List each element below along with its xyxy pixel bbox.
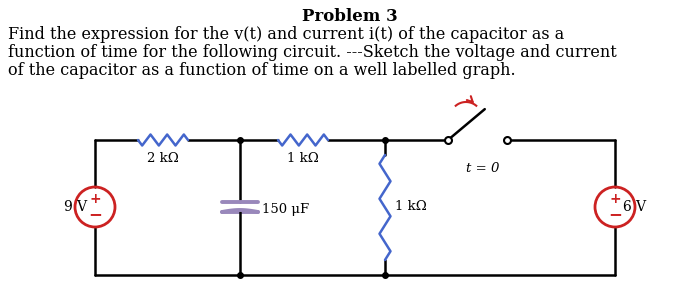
Text: −: −: [608, 205, 622, 223]
Text: 1 kΩ: 1 kΩ: [395, 201, 427, 214]
Text: 2 kΩ: 2 kΩ: [147, 152, 179, 165]
Text: 9 V: 9 V: [64, 200, 87, 214]
Text: +: +: [609, 192, 621, 206]
Text: of the capacitor as a function of time on a well labelled graph.: of the capacitor as a function of time o…: [8, 62, 516, 79]
Text: t = 0: t = 0: [466, 162, 499, 175]
Text: function of time for the following circuit. ---Sketch the voltage and current: function of time for the following circu…: [8, 44, 617, 61]
Text: Problem 3: Problem 3: [302, 8, 398, 25]
Text: 6 V: 6 V: [623, 200, 646, 214]
Text: 1 kΩ: 1 kΩ: [287, 152, 319, 165]
Text: −: −: [88, 205, 102, 223]
Text: +: +: [89, 192, 101, 206]
Text: 150 μF: 150 μF: [262, 203, 309, 216]
Text: Find the expression for the v(t) and current i(t) of the capacitor as a: Find the expression for the v(t) and cur…: [8, 26, 564, 43]
